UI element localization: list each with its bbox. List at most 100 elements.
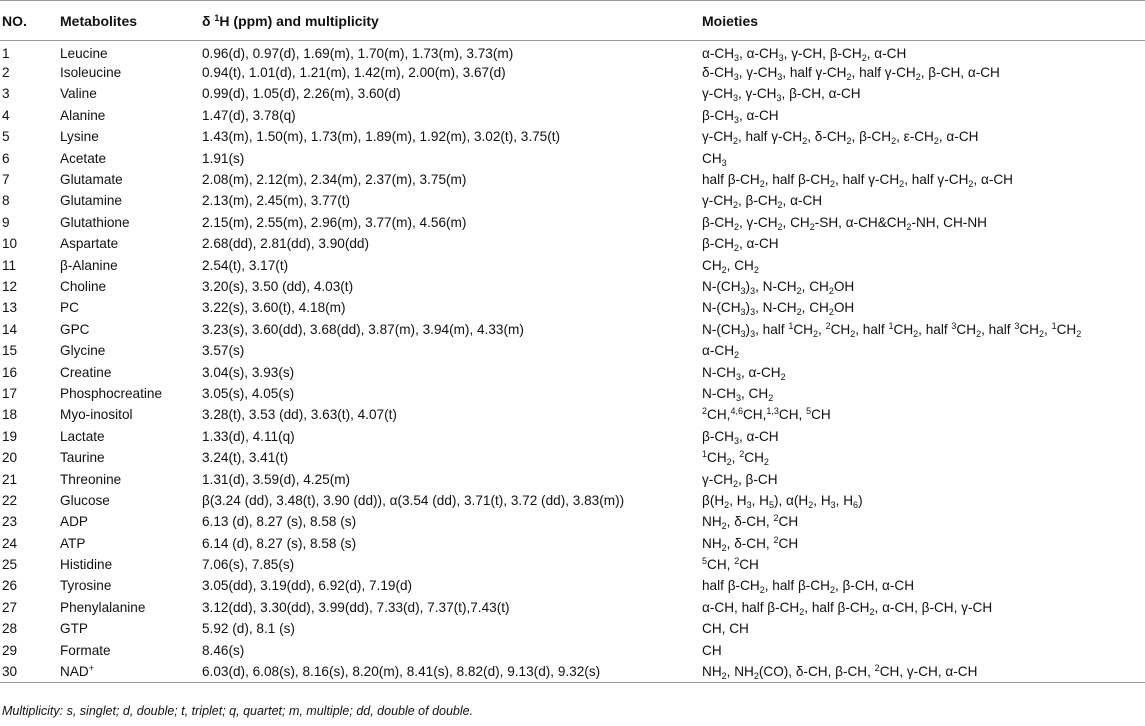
cell-no: 26 [2,578,18,594]
cell-no: 27 [2,599,18,615]
cell-shift: 2.15(m), 2.55(m), 2.96(m), 3.77(m), 4.56… [202,214,467,230]
table-row: 14 GPC 3.23(s), 3.60(dd), 3.68(dd), 3.87(m… [0,319,1145,340]
cell-metabolite: Lactate [60,428,105,444]
cell-no: 8 [2,193,10,209]
cell-shift: 1.31(d), 3.59(d), 4.25(m) [202,471,351,487]
cell-metabolite: ATP [60,535,86,551]
cell-shift: 7.06(s), 7.85(s) [202,557,295,573]
table-row: 8 Glutamine 2.13(m), 2.45(m), 3.77(t) γ-CH2… [0,190,1145,211]
table-row: 20 Taurine 3.24(t), 3.41(t) 1CH2, 2CH2 [0,447,1145,468]
cell-no: 14 [2,321,18,337]
cell-metabolite: Formate [60,642,111,658]
cell-moieties: 1CH2, 2CH2 [702,449,769,468]
cell-moieties: β-CH2, γ-CH2, CH2-SH, α-CH&CH2-NH, CH-NH [702,214,987,232]
cell-shift: 0.96(d), 0.97(d), 1.69(m), 1.70(m), 1.73… [202,45,514,61]
cell-no: 17 [2,385,18,401]
table-row: 28 GTP 5.92 (d), 8.1 (s) CH, CH [0,618,1145,639]
cell-shift: 3.05(s), 4.05(s) [202,385,295,401]
cell-moieties: β(H2, H3, H5), α(H2, H3, H6) [702,492,863,510]
cell-moieties: β-CH2, α-CH [702,236,779,254]
cell-shift: β(3.24 (dd), 3.48(t), 3.90 (dd)), α(3.54… [202,492,625,508]
cell-shift: 8.46(s) [202,642,245,658]
cell-shift: 1.91(s) [202,150,245,166]
cell-shift: 3.28(t), 3.53 (dd), 3.63(t), 4.07(t) [202,407,397,423]
cell-shift: 2.68(dd), 2.81(dd), 3.90(dd) [202,236,370,252]
table-row: 24 ATP 6.14 (d), 8.27 (s), 8.58 (s) NH2, δ-… [0,532,1145,553]
cell-moieties: N-CH3, α-CH2 [702,364,786,382]
table-body: 1 Leucine 0.96(d), 0.97(d), 1.69(m), 1.70(… [0,41,1145,683]
cell-moieties: CH, CH [702,621,749,637]
table-row: 29 Formate 8.46(s) CH [0,639,1145,660]
cell-no: 29 [2,642,18,658]
cell-shift: 5.92 (d), 8.1 (s) [202,621,295,637]
cell-metabolite: Acetate [60,150,107,166]
cell-metabolite: Glutamine [60,193,122,209]
table-row: 12 Choline 3.20(s), 3.50 (dd), 4.03(t) N-(C… [0,276,1145,297]
table-row: 17 Phosphocreatine 3.05(s), 4.05(s) N-CH3, … [0,383,1145,404]
cell-moieties: γ-CH2, half γ-CH2, δ-CH2, β-CH2, ε-CH2, … [702,129,979,147]
cell-moieties: NH2, δ-CH, 2CH [702,534,799,553]
table-row: 2 Isoleucine 0.94(t), 1.01(d), 1.21(m), 1.… [0,62,1145,83]
cell-metabolite: Alanine [60,107,106,123]
table-row: 10 Aspartate 2.68(dd), 2.81(dd), 3.90(dd) β… [0,233,1145,254]
cell-shift: 1.47(d), 3.78(q) [202,107,296,123]
cell-metabolite: Phenylalanine [60,599,146,615]
table-row: 16 Creatine 3.04(s), 3.93(s) N-CH3, α-CH2 [0,361,1145,382]
cell-moieties: γ-CH2, β-CH [702,471,778,489]
cell-no: 4 [2,107,10,123]
cell-metabolite: ADP [60,514,88,530]
cell-metabolite: Aspartate [60,236,119,252]
cell-no: 11 [2,257,17,273]
cell-shift: 3.22(s), 3.60(t), 4.18(m) [202,300,346,316]
cell-no: 9 [2,214,10,230]
cell-metabolite: Lysine [60,129,99,145]
cell-moieties: N-(CH3)3, N-CH2, CH2OH [702,300,855,318]
cell-shift: 2.13(m), 2.45(m), 3.77(t) [202,193,351,209]
table-row: 30 NAD+ 6.03(d), 6.08(s), 8.16(s), 8.20(m)… [0,660,1145,683]
cell-no: 19 [2,428,18,444]
cell-no: 6 [2,150,10,166]
cell-metabolite: Threonine [60,471,122,487]
table-row: 3 Valine 0.99(d), 1.05(d), 2.26(m), 3.60(d… [0,83,1145,104]
cell-metabolite: Myo-inositol [60,407,133,423]
cell-moieties: β-CH3, α-CH [702,107,779,125]
cell-moieties: N-(CH3)3, N-CH2, CH2OH [702,278,855,296]
cell-metabolite: Taurine [60,450,105,466]
cell-no: 3 [2,86,10,102]
table-row: 13 PC 3.22(s), 3.60(t), 4.18(m) N-(CH3)3, N… [0,297,1145,318]
cell-no: 1 [2,45,10,61]
header-moieties: Moieties [700,0,1145,41]
table-row: 5 Lysine 1.43(m), 1.50(m), 1.73(m), 1.89(m… [0,126,1145,147]
cell-shift: 6.03(d), 6.08(s), 8.16(s), 8.20(m), 8.41… [200,660,700,683]
table-row: 9 Glutathione 2.15(m), 2.55(m), 2.96(m), 3… [0,212,1145,233]
cell-metabolite: Glycine [60,343,106,359]
cell-moieties: α-CH2 [702,343,740,361]
cell-moieties: N-(CH3)3, half 1CH2, 2CH2, half 1CH2, ha… [702,320,1082,339]
cell-no: 21 [2,471,18,487]
cell-no: 2 [2,65,10,81]
cell-shift: 0.94(t), 1.01(d), 1.21(m), 1.42(m), 2.00… [202,65,506,81]
table-row: 25 Histidine 7.06(s), 7.85(s) 5CH, 2CH [0,554,1145,575]
cell-metabolite: GTP [60,621,88,637]
cell-moieties: 2CH,4,6CH,1,3CH, 5CH [702,406,831,423]
cell-moieties: δ-CH3, γ-CH3, half γ-CH2, half γ-CH2, β-… [702,65,1000,83]
cell-shift: 0.99(d), 1.05(d), 2.26(m), 3.60(d) [202,86,401,102]
cell-shift: 6.13 (d), 8.27 (s), 8.58 (s) [202,514,357,530]
table-row: 11 β-Alanine 2.54(t), 3.17(t) CH2, CH2 [0,254,1145,275]
cell-no: 5 [2,129,10,145]
cell-metabolite: Histidine [60,557,113,573]
cell-moieties: CH3 [702,150,727,168]
cell-shift: 1.33(d), 4.11(q) [202,428,295,444]
cell-no: 23 [2,514,18,530]
cell-metabolite: GPC [60,321,90,337]
cell-metabolite: Isoleucine [60,65,122,81]
cell-moieties: N-CH3, CH2 [702,385,774,403]
cell-no: 20 [2,450,18,466]
cell-metabolite: Glutathione [60,214,130,230]
header-shift: δ 1H (ppm) and multiplicity [200,0,700,41]
cell-metabolite: Creatine [60,364,112,380]
cell-moieties: β-CH3, α-CH [702,428,779,446]
metabolite-table: NO. Metabolites δ 1H (ppm) and multiplic… [0,0,1145,683]
cell-shift: 3.12(dd), 3.30(dd), 3.99(dd), 7.33(d), 7… [202,599,510,615]
cell-no: 25 [2,557,18,573]
